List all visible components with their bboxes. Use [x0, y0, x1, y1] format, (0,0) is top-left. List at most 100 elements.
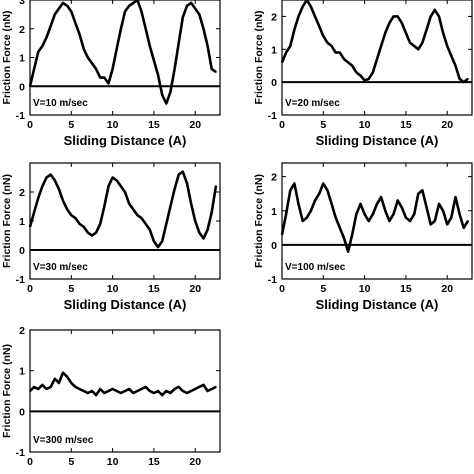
- x-tick-label: 10: [107, 119, 119, 131]
- data-point: [157, 246, 159, 249]
- data-point: [41, 45, 44, 47]
- data-point: [310, 209, 312, 212]
- x-tick-label: 5: [68, 283, 74, 295]
- data-point: [289, 45, 292, 47]
- data-point: [49, 386, 52, 388]
- data-point: [148, 390, 151, 392]
- friction-force-series: [280, 182, 470, 253]
- data-point: [136, 214, 139, 217]
- y-tick-label: -1: [16, 447, 25, 459]
- data-point: [314, 15, 316, 18]
- data-point: [148, 45, 151, 47]
- data-point: [417, 192, 420, 195]
- data-point: [400, 22, 403, 24]
- data-point: [359, 203, 362, 205]
- data-point: [165, 390, 168, 392]
- data-point: [70, 382, 73, 384]
- y-tick-label: 1: [271, 44, 277, 56]
- y-tick-label: 2: [19, 24, 25, 36]
- velocity-annotation: V=30 m/sec: [33, 262, 88, 273]
- data-point: [454, 64, 457, 67]
- data-point: [66, 375, 69, 378]
- data-point: [186, 182, 188, 185]
- data-point: [95, 68, 97, 70]
- x-axis-label: Sliding Distance (A): [316, 297, 439, 312]
- data-point: [103, 76, 106, 79]
- data-point: [421, 189, 424, 192]
- x-tick-label: 20: [441, 119, 453, 131]
- y-tick-label: 1: [19, 216, 25, 228]
- data-point: [405, 216, 407, 219]
- data-point: [99, 388, 102, 390]
- data-point: [210, 388, 213, 390]
- plot-frame: [281, 0, 473, 116]
- y-tick-label: 2: [271, 172, 277, 184]
- data-point: [343, 237, 345, 240]
- data-point: [446, 45, 449, 47]
- data-point: [206, 390, 209, 392]
- data-point: [462, 226, 465, 229]
- x-tick-label: 15: [148, 456, 160, 468]
- data-point: [301, 5, 304, 8]
- data-point: [124, 390, 126, 392]
- data-point: [454, 196, 457, 199]
- data-point: [293, 182, 296, 185]
- data-point: [111, 388, 114, 390]
- data-point: [107, 390, 110, 392]
- data-point: [446, 223, 449, 226]
- y-tick-label: 0: [19, 406, 25, 418]
- data-point: [384, 209, 387, 212]
- data-point: [413, 45, 416, 47]
- data-point: [363, 79, 366, 82]
- data-point: [359, 74, 362, 77]
- data-point: [334, 51, 337, 54]
- friction-force-series: [280, 0, 469, 84]
- data-point: [330, 45, 333, 47]
- data-point: [421, 41, 424, 44]
- data-point: [103, 205, 106, 208]
- data-point: [37, 388, 40, 390]
- data-point: [297, 203, 300, 205]
- data-point: [144, 386, 147, 388]
- x-axis-label: Sliding Distance (A): [64, 297, 187, 312]
- data-point: [153, 392, 155, 394]
- data-point: [202, 237, 205, 240]
- data-point: [202, 384, 205, 386]
- data-point: [58, 382, 60, 384]
- x-tick-label: 5: [320, 283, 326, 295]
- data-point: [45, 36, 48, 39]
- data-point: [425, 206, 428, 209]
- data-point: [161, 240, 164, 243]
- data-point: [438, 15, 440, 18]
- data-point: [99, 223, 102, 225]
- data-point: [322, 35, 325, 37]
- data-point: [206, 228, 209, 231]
- data-point: [53, 179, 56, 182]
- data-point: [409, 220, 411, 222]
- x-tick-label: 10: [359, 283, 371, 295]
- data-point: [153, 59, 155, 62]
- data-point: [450, 216, 453, 219]
- data-point: [372, 71, 374, 74]
- data-point: [153, 240, 155, 243]
- data-point: [347, 250, 349, 253]
- data-point: [144, 223, 147, 225]
- data-point: [82, 225, 85, 228]
- y-axis-label: Friction Force (nN): [1, 344, 13, 438]
- data-point: [186, 4, 188, 7]
- data-point: [462, 81, 465, 83]
- data-point: [37, 50, 40, 53]
- data-point: [70, 214, 73, 217]
- data-point: [343, 58, 345, 60]
- plot-frame: [29, 329, 221, 453]
- data-point: [190, 202, 193, 205]
- y-tick-label: 2: [19, 187, 25, 199]
- data-point: [347, 61, 349, 64]
- data-point: [194, 7, 197, 10]
- x-tick-label: 15: [400, 283, 412, 295]
- data-point: [78, 33, 81, 36]
- data-point: [78, 388, 81, 390]
- data-point: [86, 56, 89, 59]
- data-point: [396, 199, 399, 202]
